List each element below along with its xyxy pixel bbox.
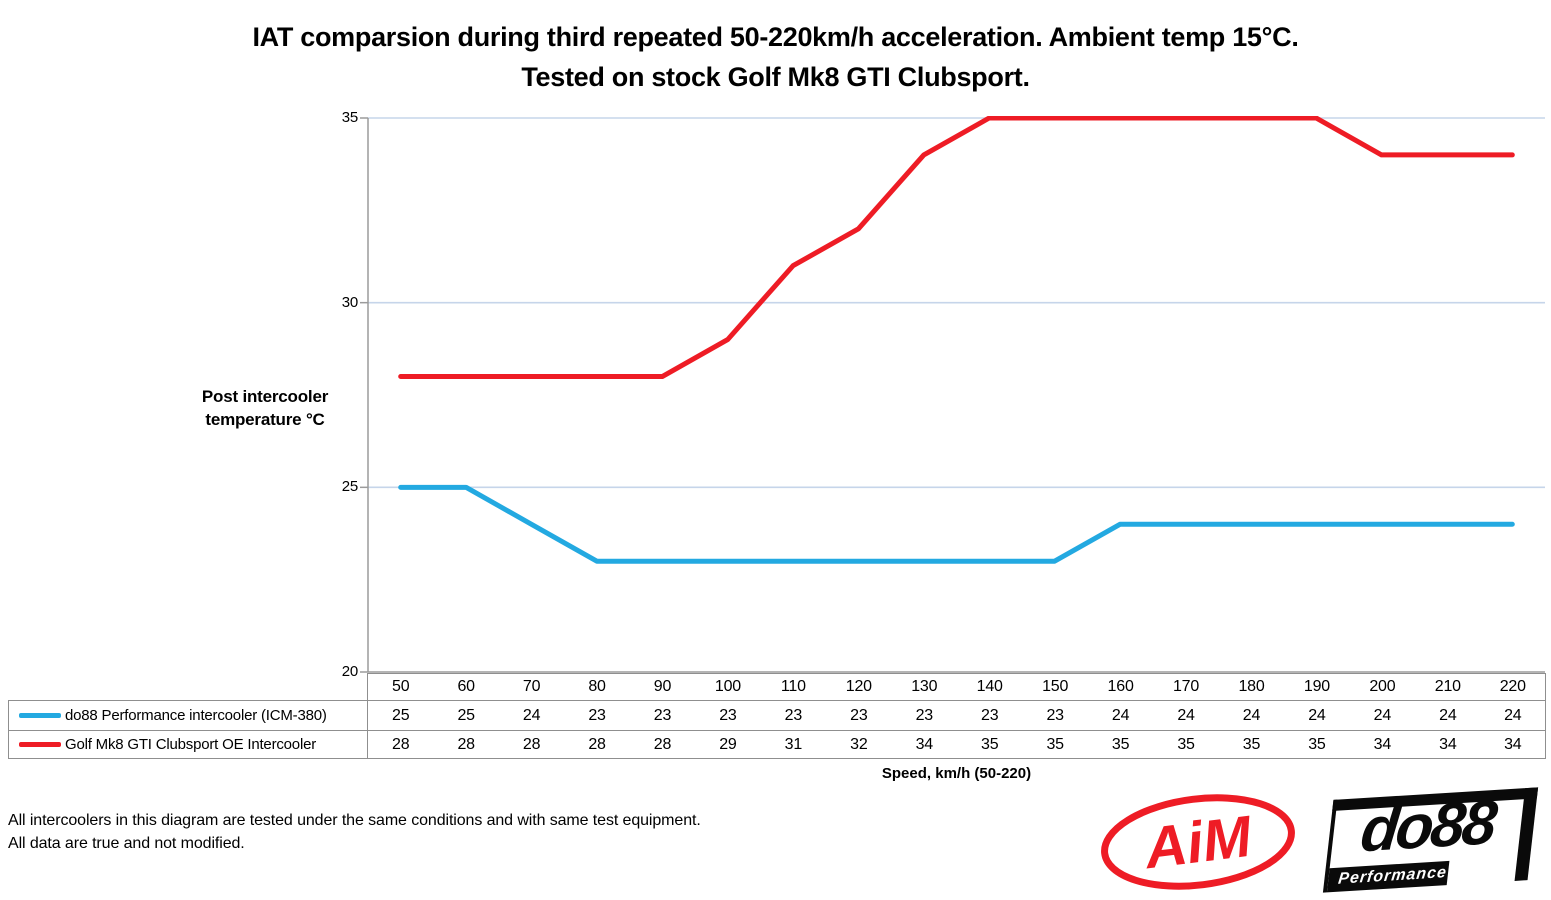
series-line-0 [398,484,1515,564]
svg-text:AiM: AiM [1139,804,1256,882]
y-axis-title-line1: Post intercooler [201,387,329,406]
table-value-cell: 28 [564,730,630,759]
footer-disclaimer-line2: All data are true and not modified. [8,835,245,852]
y-tick-label-20: 20 [341,663,358,680]
table-value-cell: 28 [498,730,565,759]
table-value-cell: 35 [1022,730,1088,759]
legend-swatch-series-1 [19,742,61,747]
table-speed-cell: 180 [1218,673,1285,700]
table-value-cell: 24 [1349,700,1416,730]
table-value-cell: 35 [1153,730,1219,759]
legend-cell-series-1: Golf Mk8 GTI Clubsport OE Intercooler [8,730,368,759]
table-value-cell: 28 [368,730,434,759]
legend-cell-series-0: do88 Performance intercooler (ICM-380) [8,700,368,730]
legend-swatch-series-0 [19,713,61,718]
line-chart-plot-area [360,116,1545,673]
chart-title-line2: Tested on stock Golf Mk8 GTI Clubsport. [521,62,1030,92]
table-value-cell: 34 [891,730,957,759]
table-value-cell: 23 [760,700,827,730]
table-value-cell: 35 [956,730,1023,759]
table-value-cell: 23 [695,700,761,730]
table-value-cell: 25 [433,700,499,730]
table-corner-cell [8,673,368,700]
table-speed-cell: 160 [1087,673,1154,700]
table-value-cell: 35 [1087,730,1154,759]
table-speed-cell: 100 [695,673,761,700]
y-tick-label-35: 35 [341,109,358,126]
table-value-cell: 34 [1415,730,1481,759]
table-value-cell: 24 [498,700,565,730]
table-speed-cell: 190 [1284,673,1350,700]
table-speed-cell: 140 [956,673,1023,700]
footer-disclaimer-line1: All intercoolers in this diagram are tes… [8,812,701,829]
table-value-cell: 23 [1022,700,1088,730]
do88-logo: do88 Performance [1322,787,1539,893]
table-speed-cell: 70 [498,673,565,700]
table-value-cell: 28 [433,730,499,759]
do88-logo-text: do88 [1357,787,1498,866]
table-speed-cell: 50 [368,673,434,700]
table-value-cell: 24 [1218,700,1285,730]
table-speed-cell: 220 [1480,673,1546,700]
y-tick-label-30: 30 [341,293,358,311]
series-line-1 [398,116,1515,380]
chart-title-line1: IAT comparsion during third repeated 50-… [252,22,1299,52]
table-value-cell: 32 [826,730,892,759]
table-value-cell: 24 [1284,700,1350,730]
table-value-cell: 23 [629,700,696,730]
table-value-cell: 23 [564,700,630,730]
table-speed-cell: 120 [826,673,892,700]
table-value-cell: 24 [1153,700,1219,730]
table-value-cell: 35 [1218,730,1285,759]
table-speed-cell: 90 [629,673,696,700]
aim-logo: AiM [1101,794,1295,890]
table-value-cell: 23 [826,700,892,730]
table-speed-cell: 200 [1349,673,1416,700]
table-value-cell: 35 [1284,730,1350,759]
table-value-cell: 23 [956,700,1023,730]
table-value-cell: 24 [1480,700,1546,730]
chart-data-table: 50 60 70 80 90 100 110 120 130 140 150 160 170 180 190… [8,673,1546,759]
table-speed-cell: 210 [1415,673,1481,700]
table-speed-cell: 170 [1153,673,1219,700]
table-value-cell: 24 [1415,700,1481,730]
table-value-cell: 31 [760,730,827,759]
x-axis-title: Speed, km/h (50-220) [881,765,1032,782]
table-value-cell: 28 [629,730,696,759]
table-value-cell: 34 [1349,730,1416,759]
table-speed-cell: 130 [891,673,957,700]
y-axis-title-line2: temperature °C [205,410,325,429]
legend-label-series-0: do88 Performance intercooler (ICM-380) [65,707,327,724]
table-value-cell: 24 [1087,700,1154,730]
table-value-cell: 25 [368,700,434,730]
table-value-cell: 29 [695,730,761,759]
table-speed-cell: 80 [564,673,630,700]
table-speed-cell: 60 [433,673,499,700]
legend-label-series-1: Golf Mk8 GTI Clubsport OE Intercooler [65,736,317,753]
table-value-cell: 34 [1480,730,1546,759]
y-tick-label-25: 25 [341,478,358,496]
table-speed-cell: 110 [760,673,827,700]
table-value-cell: 23 [891,700,957,730]
table-speed-cell: 150 [1022,673,1088,700]
